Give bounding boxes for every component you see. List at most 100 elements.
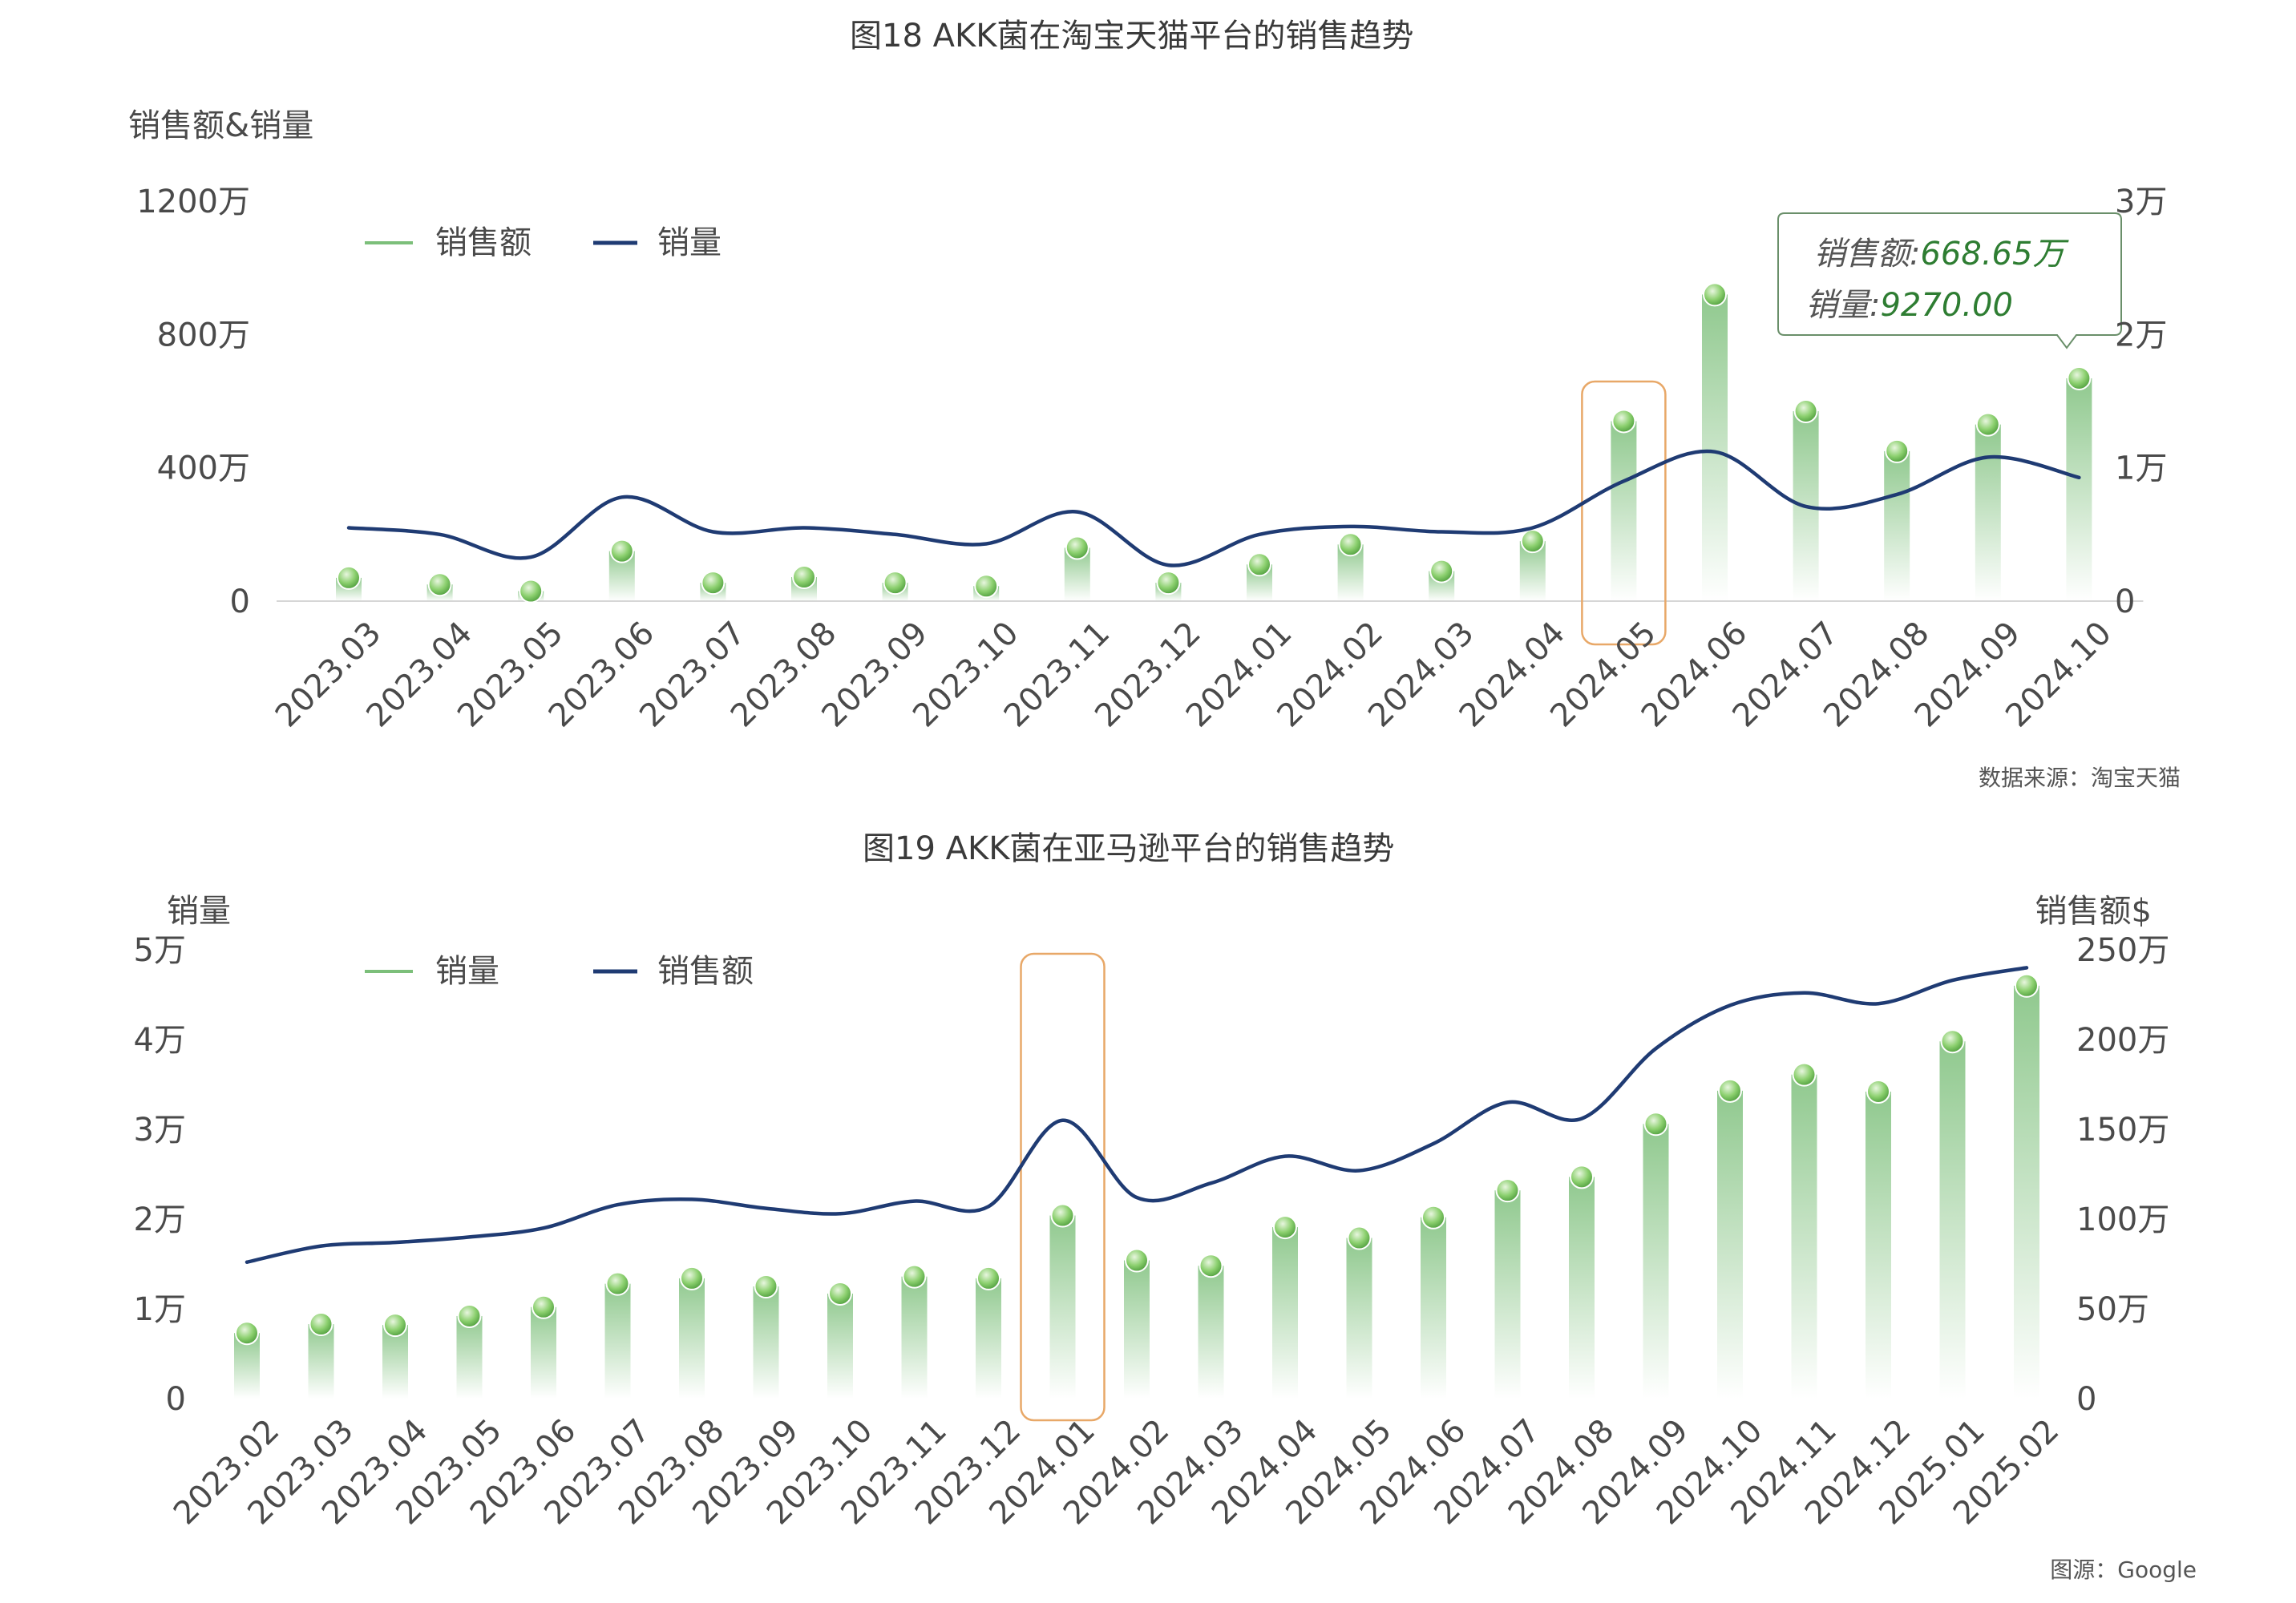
- chart2-bar-cap: [2015, 973, 2039, 998]
- chart1-bar-cap: [1793, 398, 1818, 423]
- chart2-bar: [1569, 1177, 1595, 1399]
- chart1-tooltip-value1: 668.65万: [1920, 236, 2069, 273]
- chart2-bar-cap: [1643, 1112, 1668, 1137]
- chart2-bar-cap: [605, 1271, 630, 1296]
- chart1-bar: [1975, 424, 2001, 601]
- chart2-bar: [976, 1278, 1001, 1399]
- chart2-bar: [1198, 1266, 1224, 1399]
- chart2-bar-cap: [1940, 1029, 1965, 1054]
- chart1-bar: [1702, 294, 1728, 601]
- chart1-bar-cap: [1885, 438, 1910, 463]
- chart1-bar-cap: [1429, 559, 1454, 583]
- chart2-bar-cap: [1199, 1254, 1223, 1278]
- chart2-bar: [1791, 1074, 1817, 1399]
- chart1-bar-cap: [1975, 412, 2000, 437]
- chart2-bar-cap: [309, 1312, 333, 1337]
- chart2-bar-cap: [1347, 1225, 1372, 1250]
- chart2-bar: [531, 1306, 556, 1399]
- chart1-bar-cap: [2067, 365, 2092, 390]
- chart1-left-tick: 800万: [157, 317, 250, 353]
- chart2-bar: [1049, 1215, 1076, 1399]
- chart2-bar: [1272, 1227, 1298, 1399]
- chart2-bar: [382, 1325, 408, 1399]
- chart2-bar-cap: [1125, 1248, 1149, 1273]
- chart2-bar: [753, 1286, 779, 1399]
- chart2-right-tick: 0: [2076, 1381, 2096, 1418]
- chart1-right-tick: 1万: [2115, 450, 2167, 487]
- chart2-right-tick: 100万: [2076, 1201, 2169, 1238]
- chart1-bar-cap: [609, 539, 634, 563]
- chart1-bar-cap: [1520, 529, 1545, 554]
- chart1-source: 数据来源：淘宝天猫: [1979, 765, 2181, 791]
- chart2-right-tick: 200万: [2076, 1022, 2169, 1059]
- chart2-bar: [604, 1283, 631, 1399]
- chart1-left-tick: 1200万: [136, 184, 250, 220]
- chart2-source: 图源：Google: [2050, 1557, 2197, 1583]
- chart1-title: 图18 AKK菌在淘宝天猫平台的销售趋势: [850, 18, 1413, 55]
- chart2-plot: 01万2万3万4万5万050万100万150万200万250万2023.0220…: [134, 932, 2170, 1532]
- chart1-tooltip-line1: 销售额:668.65万: [1813, 236, 2069, 273]
- chart2-left-tick: 3万: [134, 1112, 186, 1149]
- chart1-bar: [1884, 450, 1910, 601]
- chart2-bar-cap: [1050, 1203, 1075, 1228]
- chart2-left-tick: 5万: [134, 932, 186, 969]
- chart1-bar-cap: [792, 565, 816, 590]
- chart1-bar-cap: [1156, 571, 1181, 596]
- chart1-left-axis-label: 销售额&销量: [128, 107, 313, 144]
- chart1-highlight-box: [1581, 380, 1667, 646]
- chart2-bar-cap: [1273, 1215, 1297, 1240]
- chart1-right-tick: 2万: [2115, 317, 2167, 353]
- chart1-bar-cap: [1611, 409, 1636, 434]
- chart2-highlight-box: [1020, 952, 1106, 1422]
- chart2-bar-cap: [976, 1266, 1000, 1290]
- chart2-bar-cap: [754, 1274, 778, 1298]
- chart2-bar-cap: [532, 1294, 556, 1319]
- chart1-bar-cap: [1065, 535, 1089, 560]
- chart1-bar-cap: [701, 571, 726, 596]
- chart2-bar: [1717, 1090, 1743, 1399]
- chart1-right-tick: 3万: [2115, 184, 2167, 220]
- chart2-bar: [2014, 985, 2039, 1399]
- chart2-bar-cap: [828, 1281, 852, 1306]
- chart2-legend-bar-label: 销量: [435, 953, 499, 990]
- chart2-left-tick: 1万: [134, 1291, 186, 1328]
- chart1-right-tick: 0: [2115, 583, 2135, 620]
- chart1-legend: 销售额 销量: [365, 224, 722, 261]
- chart1-tooltip-key1: 销售额:: [1813, 236, 1920, 273]
- chart1-tooltip-line2: 销量:9270.00: [1805, 287, 2013, 324]
- chart2-bar: [1124, 1260, 1150, 1399]
- chart1-legend-bar-label: 销售额: [435, 224, 532, 261]
- chart1-bar: [1611, 421, 1637, 601]
- chart2-bar: [1866, 1091, 1891, 1399]
- chart2-bar-cap: [902, 1264, 927, 1289]
- chart2-legend: 销量 销售额: [365, 953, 754, 990]
- chart1-bar-cap: [1703, 282, 1727, 307]
- chart2-bar: [1346, 1238, 1372, 1399]
- chart1-tooltip-key2: 销量:: [1805, 287, 1880, 324]
- chart2-right-tick: 50万: [2076, 1291, 2149, 1328]
- chart2-left-tick: 4万: [134, 1022, 186, 1059]
- chart2-legend-line-label: 销售额: [657, 953, 754, 990]
- chart1-bar-cap: [1338, 532, 1363, 557]
- chart2-bar-cap: [680, 1266, 704, 1290]
- chart2-bar-cap: [1792, 1062, 1817, 1087]
- chart1-left-tick: 0: [230, 583, 250, 620]
- chart2-left-tick: 2万: [134, 1201, 186, 1238]
- chart2-line-series: [245, 966, 2029, 1265]
- chart2-bar-cap: [1570, 1165, 1594, 1189]
- chart2-title: 图19 AKK菌在亚马逊平台的销售趋势: [863, 830, 1394, 867]
- chart2-bar: [456, 1315, 483, 1399]
- chart1-legend-line-label: 销量: [657, 224, 722, 261]
- chart1-tooltip: 销售额:668.65万 销量:9270.00: [1777, 212, 2122, 349]
- chart2-bar-cap: [1421, 1205, 1445, 1230]
- chart1-line-series: [346, 449, 2081, 567]
- chart2-bar-cap: [1866, 1079, 1890, 1104]
- chart2-right-axis-label: 销售额$: [2035, 893, 2152, 930]
- chart1-tooltip-value2: 9270.00: [1880, 287, 2012, 324]
- chart2-bar: [901, 1276, 928, 1399]
- chart2-bar: [1939, 1041, 1966, 1399]
- chart1-left-tick: 400万: [157, 450, 250, 487]
- chart2-bar: [308, 1324, 334, 1399]
- chart2-bar: [1643, 1124, 1669, 1399]
